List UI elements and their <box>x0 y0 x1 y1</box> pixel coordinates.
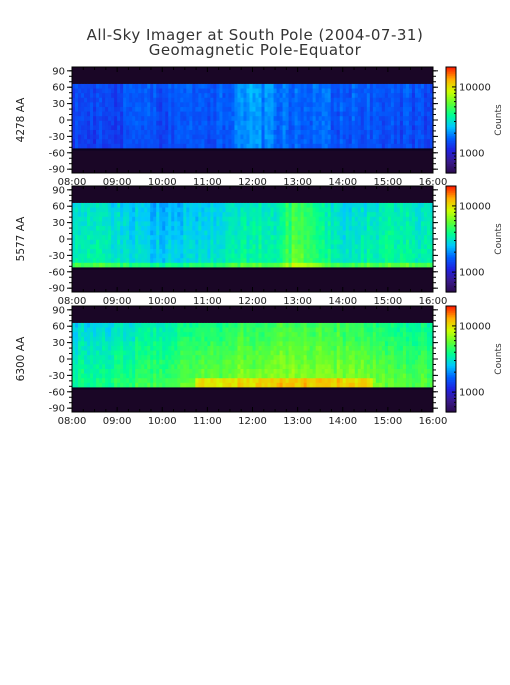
y-tick-label: 60 <box>52 202 65 213</box>
colorbar-tick-label: 10000 <box>459 82 491 93</box>
y-tick-label: -90 <box>49 165 65 176</box>
y-tick-label: 30 <box>52 99 65 110</box>
x-tick-label: 11:00 <box>193 296 222 307</box>
y-tick-label: -60 <box>49 148 65 159</box>
y-tick-label: 0 <box>59 116 65 127</box>
x-tick-label: 15:00 <box>373 296 402 307</box>
y-tick-label: -90 <box>49 284 65 295</box>
y-tick-label: -30 <box>49 132 65 143</box>
y-tick-label: 90 <box>52 185 65 196</box>
heatmap-cells <box>72 323 434 388</box>
x-tick-label: 16:00 <box>419 296 448 307</box>
y-tick-label: 0 <box>59 235 65 246</box>
figure-subtitle: Geomagnetic Pole-Equator <box>149 41 362 59</box>
y-axis-label: 5577 AA <box>15 216 27 262</box>
band-edge <box>72 148 433 150</box>
y-tick-label: 60 <box>52 83 65 94</box>
y-tick-label: -60 <box>49 267 65 278</box>
y-tick-label: 90 <box>52 66 65 77</box>
x-tick-label: 14:00 <box>328 296 357 307</box>
y-tick-label: 30 <box>52 218 65 229</box>
colorbar: 10000 1000 Counts <box>446 67 504 174</box>
heatmap-cells <box>72 203 434 268</box>
colorbar-tick-label: 1000 <box>459 268 484 279</box>
x-tick-label: 09:00 <box>103 296 132 307</box>
y-axis-label: 4278 AA <box>15 97 27 143</box>
colorbar-label: Counts <box>494 104 504 136</box>
colorbar-label: Counts <box>494 223 504 255</box>
x-tick-label: 12:00 <box>238 296 267 307</box>
colorbar-tick-label: 10000 <box>459 201 491 212</box>
colorbar-tick-label: 1000 <box>459 149 484 160</box>
x-tick-label: 10:00 <box>148 296 177 307</box>
heatmap-cells <box>72 84 434 149</box>
colorbar: 10000 1000 Counts <box>446 186 504 293</box>
band-edge <box>72 267 433 269</box>
x-tick-label: 13:00 <box>283 296 312 307</box>
y-tick-label: -30 <box>49 251 65 262</box>
